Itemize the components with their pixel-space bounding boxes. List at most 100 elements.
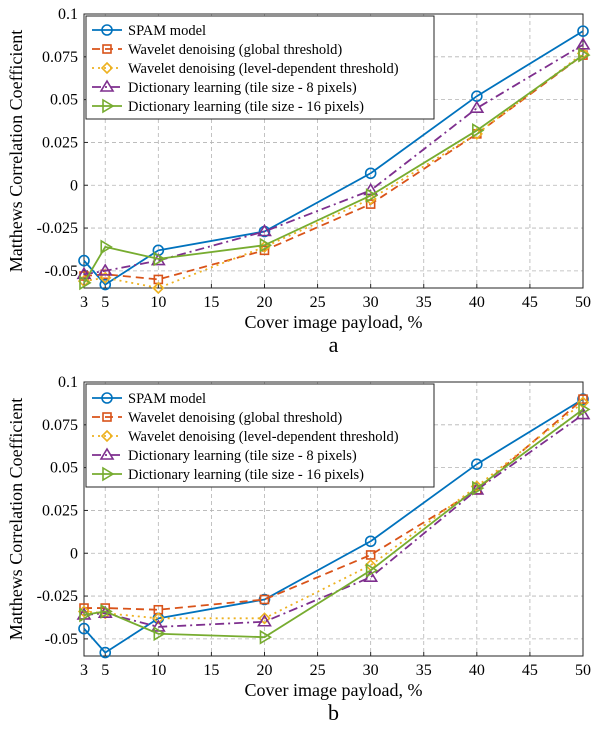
panel-label: a xyxy=(329,332,339,357)
series-line xyxy=(83,44,584,276)
x-tick-label: 35 xyxy=(416,662,432,679)
data-point xyxy=(100,239,113,255)
x-tick-label: 3 xyxy=(80,294,88,311)
data-point xyxy=(578,394,588,404)
legend-entry-label: Wavelet denoising (global threshold) xyxy=(128,410,342,426)
x-tick-label: 10 xyxy=(150,662,166,679)
y-tick-label: -0.05 xyxy=(45,263,78,280)
legend-marker xyxy=(102,98,115,114)
legend-marker xyxy=(100,61,114,75)
plot-area-frame xyxy=(83,381,584,657)
series-line xyxy=(83,54,584,281)
legend-entry-label: Dictionary learning (tile size - 16 pixe… xyxy=(128,467,364,483)
legend-marker xyxy=(99,447,115,460)
y-tick-label: 0.025 xyxy=(42,502,78,519)
data-point xyxy=(575,406,591,420)
chart-panel-a: 3 5 10 15 20 25 30 35 40 45 50 -0.05 -0.025 0 0.025 0.0… xyxy=(0,0,595,360)
y-tick-label: -0.025 xyxy=(37,588,78,605)
series-line xyxy=(83,54,584,284)
x-tick-label: 10 xyxy=(150,294,166,311)
panel-label: b xyxy=(328,700,339,725)
legend-entry-label: SPAM model xyxy=(128,391,206,407)
series-line xyxy=(83,413,584,628)
y-tick-label: 0 xyxy=(70,177,78,194)
data-point xyxy=(152,281,165,295)
legend: SPAM model Wavelet denoising (global thre… xyxy=(85,383,435,488)
line-chart-a: 3 5 10 15 20 25 30 35 40 45 50 -0.05 -0.025 0 0.025 0.0… xyxy=(6,6,591,357)
data-point xyxy=(575,37,591,50)
data-point xyxy=(365,562,379,578)
x-tick-label: 5 xyxy=(101,662,109,679)
x-tick-label: 20 xyxy=(256,662,272,679)
legend-entry-label: Dictionary learning (tile size - 8 pixel… xyxy=(128,80,357,96)
data-point xyxy=(472,480,485,496)
x-tick-label: 30 xyxy=(363,662,379,679)
legend-marker xyxy=(99,79,115,92)
data-point xyxy=(79,275,92,291)
x-tick-label: 15 xyxy=(203,662,219,679)
y-tick-label: 0.075 xyxy=(42,417,78,434)
x-tick-label: 5 xyxy=(101,294,109,311)
data-point xyxy=(152,612,165,625)
data-point xyxy=(257,223,272,237)
y-tick-label: 0.05 xyxy=(50,92,78,109)
y-axis-title: Matthews Correlation Coefficient xyxy=(6,30,26,273)
data-point xyxy=(257,614,272,627)
x-tick-label: 25 xyxy=(310,294,326,311)
series-line xyxy=(83,401,584,620)
x-tick-label: 40 xyxy=(469,294,485,311)
y-tick-label: 0.05 xyxy=(50,460,78,477)
data-point xyxy=(76,266,92,280)
data-point xyxy=(364,167,377,180)
data-point xyxy=(258,612,271,625)
x-tick-label: 45 xyxy=(522,294,538,311)
data-point xyxy=(469,482,485,495)
x-tick-label: 40 xyxy=(469,662,485,679)
data-point xyxy=(365,188,379,203)
legend: SPAM model Wavelet denoising (global thre… xyxy=(85,15,435,120)
y-tick-label: 0.075 xyxy=(42,49,78,66)
data-point xyxy=(97,263,113,276)
data-point xyxy=(150,253,166,266)
legend-marker xyxy=(102,412,112,422)
x-tick-label: 3 xyxy=(80,662,88,679)
legend-entry-label: Dictionary learning (tile size - 8 pixel… xyxy=(128,448,357,464)
series-5 xyxy=(79,47,591,291)
legend-entry-label: SPAM model xyxy=(128,23,206,39)
x-tick-label: 30 xyxy=(363,294,379,311)
data-point xyxy=(78,254,90,267)
x-tick-label: 50 xyxy=(575,662,591,679)
x-tick-label: 35 xyxy=(416,294,432,311)
x-tick-label: 45 xyxy=(522,662,538,679)
x-tick-label: 25 xyxy=(310,662,326,679)
data-point xyxy=(99,271,112,284)
plot-area-frame xyxy=(83,13,584,289)
legend-entry-label: Wavelet denoising (level-dependent thres… xyxy=(128,61,399,77)
data-point xyxy=(364,535,377,548)
series-5 xyxy=(79,401,591,645)
legend-entry-label: Wavelet denoising (global threshold) xyxy=(128,42,342,58)
data-point xyxy=(78,622,90,635)
y-tick-label: 0.1 xyxy=(58,6,78,23)
legend-marker xyxy=(102,44,112,54)
y-axis-title: Matthews Correlation Coefficient xyxy=(6,398,26,641)
legend-marker xyxy=(101,392,113,404)
series-line xyxy=(84,398,584,611)
series-line xyxy=(83,398,584,654)
data-point xyxy=(365,199,376,209)
data-point xyxy=(99,278,112,291)
data-point xyxy=(578,47,591,63)
data-point xyxy=(259,629,273,645)
data-point xyxy=(100,604,113,619)
series-4 xyxy=(76,37,591,280)
data-point xyxy=(469,100,485,113)
chart-panel-b: 3 5 10 15 20 25 30 35 40 45 50 -0.05 -0.025 0 0.025 0.0… xyxy=(0,368,595,728)
data-point xyxy=(79,607,92,623)
data-point xyxy=(471,458,483,470)
legend-marker xyxy=(101,24,113,36)
data-point xyxy=(99,646,112,659)
x-tick-label: 20 xyxy=(256,294,272,311)
legend-box xyxy=(85,15,435,120)
data-point xyxy=(578,401,591,417)
data-point xyxy=(259,594,270,605)
